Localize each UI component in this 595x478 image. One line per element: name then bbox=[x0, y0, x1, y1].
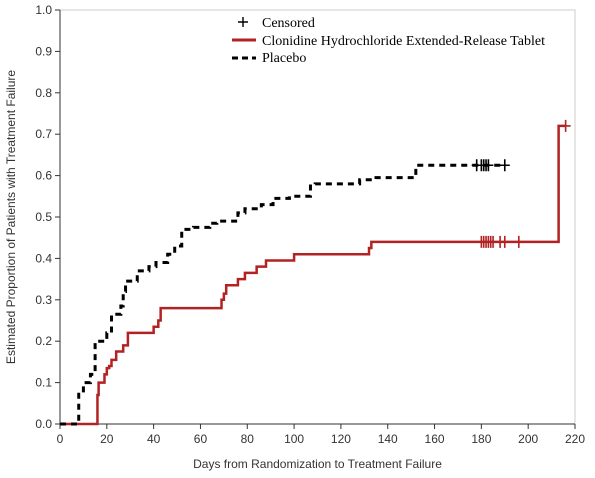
y-tick-label: 0.0 bbox=[35, 417, 52, 431]
x-tick-label: 180 bbox=[471, 432, 491, 446]
y-tick-label: 0.6 bbox=[35, 169, 52, 183]
legend: Censored Clonidine Hydrochloride Extende… bbox=[232, 16, 545, 66]
placebo-curve bbox=[60, 163, 505, 426]
x-tick-label: 40 bbox=[147, 432, 161, 446]
censor-layer bbox=[471, 119, 571, 248]
x-tick-label: 100 bbox=[284, 432, 304, 446]
clonidine-censor-marker bbox=[499, 235, 510, 248]
x-axis: 0 20 40 60 80 100 120 140 160 180 200 220 bbox=[57, 423, 585, 446]
y-tick-label: 0.2 bbox=[35, 334, 52, 348]
x-tick-label: 160 bbox=[425, 432, 445, 446]
y-tick-label: 0.5 bbox=[35, 210, 52, 224]
y-tick-label: 0.1 bbox=[35, 376, 52, 390]
y-axis-title: Estimated Proportion of Patients with Tr… bbox=[4, 70, 18, 364]
x-tick-label: 120 bbox=[331, 432, 351, 446]
legend-censored-marker bbox=[238, 17, 248, 27]
y-axis: 0.0 0.1 0.2 0.3 0.4 0.5 0.6 0.7 0.8 0.9 1.0 bbox=[35, 3, 61, 431]
y-tick-label: 0.8 bbox=[35, 86, 52, 100]
x-tick-label: 0 bbox=[57, 432, 64, 446]
x-tick-label: 20 bbox=[100, 432, 114, 446]
x-tick-label: 80 bbox=[241, 432, 255, 446]
y-tick-label: 0.3 bbox=[35, 293, 52, 307]
legend-placebo-label: Placebo bbox=[262, 51, 306, 66]
y-tick-label: 0.9 bbox=[35, 44, 52, 58]
plot-frame bbox=[59, 9, 576, 425]
legend-clonidine-label: Clonidine Hydrochloride Extended-Release… bbox=[262, 34, 545, 49]
x-tick-label: 140 bbox=[378, 432, 398, 446]
x-axis-title: Days from Randomization to Treatment Fai… bbox=[193, 457, 442, 471]
clonidine-censor-marker bbox=[513, 235, 524, 248]
placebo-censor-marker bbox=[483, 159, 494, 172]
clonidine-censor-marker bbox=[560, 119, 571, 132]
clonidine-curve bbox=[60, 124, 566, 426]
x-tick-label: 200 bbox=[518, 432, 538, 446]
x-tick-label: 60 bbox=[194, 432, 208, 446]
legend-censored-label: Censored bbox=[262, 16, 315, 31]
y-tick-label: 1.0 bbox=[35, 3, 52, 17]
placebo-censor-marker bbox=[499, 159, 510, 172]
series-layer bbox=[60, 124, 566, 426]
x-tick-label: 220 bbox=[565, 432, 585, 446]
y-tick-label: 0.4 bbox=[35, 251, 52, 265]
y-tick-label: 0.7 bbox=[35, 127, 52, 141]
